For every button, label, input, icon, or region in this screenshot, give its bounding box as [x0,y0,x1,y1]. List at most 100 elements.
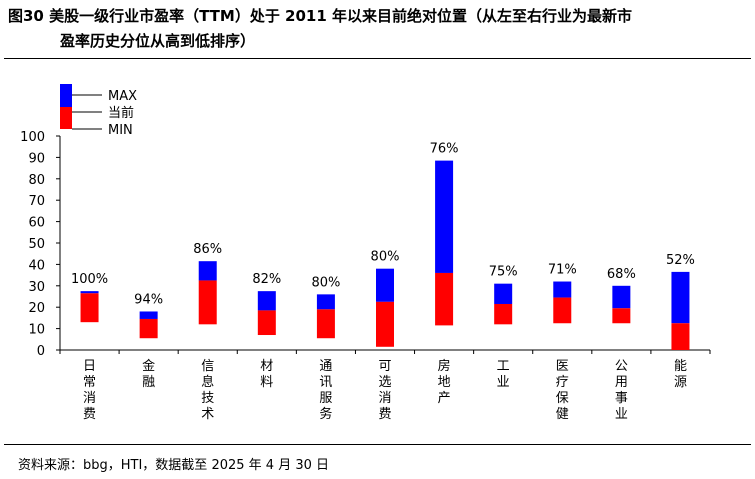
percentile-label: 75% [489,265,518,280]
y-tick-label: 40 [28,258,45,273]
category-label-char: 能 [674,359,687,374]
category-label-char: 材 [260,359,273,374]
y-tick-label: 80 [28,173,45,188]
bar-current-segment [316,309,335,339]
bar-current-segment [139,318,158,339]
category-label-char: 工 [497,359,510,374]
category-label-char: 消 [83,391,96,406]
category-label-char: 业 [615,407,628,422]
legend-max-swatch [60,84,72,107]
percentile-label: 100% [71,272,108,287]
y-tick-label: 30 [28,280,45,295]
percentile-label: 80% [311,275,340,290]
figure-title-line-1: 图30 美股一级行业市盈率（TTM）处于 2011 年以来目前绝对位置（从左至右… [8,7,633,25]
y-tick-label: 10 [28,323,45,338]
percentile-label: 52% [666,253,695,268]
category-label-char: 术 [201,407,214,422]
title-divider [4,58,751,59]
bar-current-segment [435,272,454,326]
category-label-char: 事 [615,391,628,406]
category-label: 材料 [260,359,273,390]
bar-max-segment [494,283,513,304]
category-label-char: 房 [438,358,451,374]
category-label-char: 疗 [556,375,569,390]
percentile-label: 76% [430,142,459,157]
bar-max-segment [198,261,217,281]
category-label-char: 料 [260,375,273,390]
percentile-label: 80% [371,250,400,265]
bar-max-segment [257,291,276,311]
source-divider [4,444,751,445]
y-tick-label: 50 [28,237,45,252]
bar-current-segment [80,293,99,323]
category-label-char: 息 [201,374,214,390]
y-tick-label: 60 [28,216,45,231]
bar-max-segment [435,160,454,273]
bar-current-segment [494,303,513,325]
category-label-char: 信 [201,359,214,374]
category-label-char: 选 [378,375,391,390]
y-tick-label: 70 [28,194,45,209]
category-label: 日常消费 [83,359,96,422]
category-label-char: 源 [674,375,687,390]
bar-max-segment [671,271,690,324]
category-label: 可选消费 [378,359,391,422]
percentile-label: 71% [548,263,577,278]
category-label-char: 医 [556,359,569,374]
bar-max-segment [553,281,572,298]
legend-max-label: MAX [108,89,137,104]
category-label: 公用事业 [615,359,628,422]
category-label-char: 讯 [319,375,332,390]
category-label-char: 日 [83,359,96,374]
figure-title: 图30 美股一级行业市盈率（TTM）处于 2011 年以来目前绝对位置（从左至右… [8,4,748,54]
category-label-char: 服 [319,391,332,406]
bar-current-segment [376,301,394,347]
percentile-label: 86% [193,242,222,257]
category-label-char: 金 [142,358,155,374]
bar-current-segment [553,297,572,324]
bar-current-segment [198,280,217,325]
category-label-char: 费 [83,407,96,422]
chart-bars [80,160,690,350]
category-label: 信息技术 [201,359,214,422]
legend-min-label: MIN [108,123,133,138]
category-label-char: 产 [438,391,451,406]
chart-labels: 100% 日常消费 94% 金融 86% 信息技术 82% 材料 80% 通讯服务 80% 可选消费 7… [71,142,695,422]
category-label-char: 消 [378,391,391,406]
category-label-char: 保 [556,391,569,406]
y-tick-label: 90 [28,151,45,166]
legend-current-label: 当前 [108,105,134,121]
category-label: 金融 [142,358,155,390]
category-label: 工业 [497,359,510,390]
source-note: 资料来源：bbg，HTI，数据截至 2025 年 4 月 30 日 [18,458,329,473]
figure-title-line-2: 盈率历史分位从高到低排序） [60,32,256,50]
legend-current-swatch [60,107,72,129]
category-label-char: 公 [615,359,628,374]
category-label-char: 技 [201,391,214,406]
percentile-label: 94% [134,292,163,307]
bar-max-segment [612,285,631,309]
category-label: 房地产 [438,358,451,406]
category-label-char: 用 [615,375,628,390]
percentile-label: 82% [252,272,281,287]
category-label: 医疗保健 [556,359,569,422]
bar-current-segment [671,323,690,350]
category-label-char: 健 [556,407,569,422]
y-tick-label: 100 [20,130,45,145]
category-label: 通讯服务 [319,359,332,422]
category-label-char: 融 [142,375,155,390]
bar-max-segment [139,311,158,319]
bar-max-segment [80,291,99,294]
category-label-char: 可 [378,359,391,374]
category-label-char: 务 [319,406,332,422]
category-label-char: 地 [438,375,451,390]
bar-max-segment [376,268,394,302]
percentile-label: 68% [607,267,636,282]
y-tick-label: 20 [28,301,45,316]
bar-max-segment [316,294,335,310]
bar-current-segment [612,308,631,324]
category-label: 能源 [674,359,687,390]
y-tick-label: 0 [37,344,45,359]
